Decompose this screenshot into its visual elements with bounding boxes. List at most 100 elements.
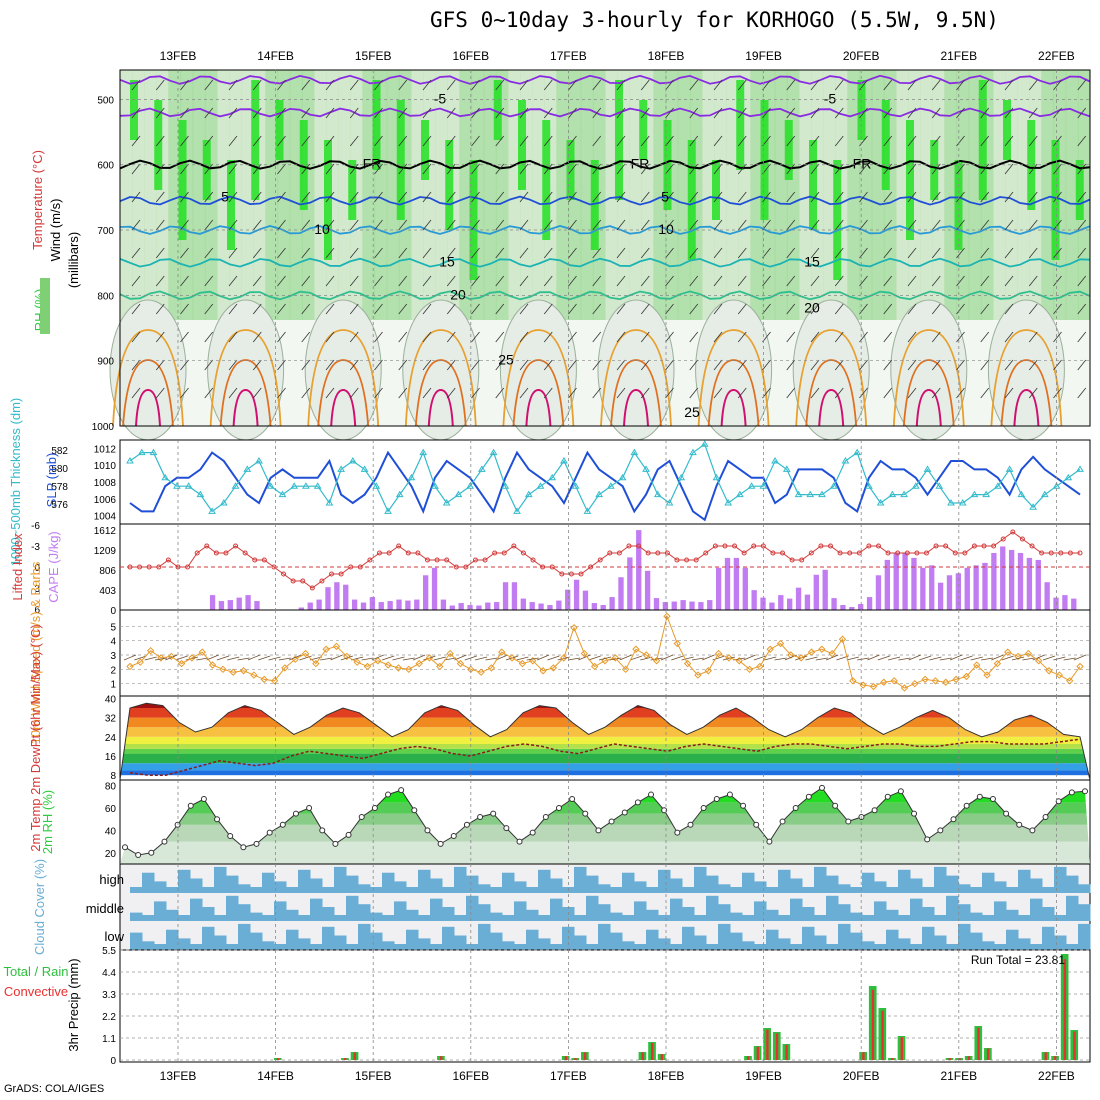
rh-point (726, 791, 733, 798)
precip-conv-bar (766, 1029, 769, 1060)
wind-barb (495, 303, 505, 315)
wind-barb (495, 191, 505, 203)
wind-barb (155, 247, 165, 259)
rh-high-field (251, 80, 260, 200)
cape-label: CAPE (J/kg) (46, 531, 61, 603)
rh-point (306, 805, 313, 811)
wind-barb (180, 303, 189, 315)
wind-point (436, 662, 444, 671)
wind-barb (689, 303, 699, 315)
cloud-bar (814, 915, 827, 921)
wind-barb (519, 359, 529, 371)
wind-barb (131, 163, 141, 175)
wind-barb (616, 107, 626, 119)
wind-barb (616, 303, 626, 315)
rh-field (714, 70, 727, 320)
cape-tick: 1612 (94, 526, 117, 537)
wind-barb (519, 191, 529, 203)
li-tick: -3 (31, 542, 40, 553)
wind-barb (446, 359, 456, 371)
rh-point (122, 844, 128, 851)
lifted-index-point (204, 543, 210, 549)
wind-barb (689, 135, 699, 147)
rh-band (120, 841, 1090, 864)
lifted-index-point (741, 550, 747, 556)
wind-point (952, 675, 960, 684)
cape-bar (494, 602, 500, 610)
slp-panel-frame (119, 439, 1091, 525)
wind-point (900, 684, 909, 692)
wind-barb (204, 331, 214, 343)
wind-barb-surface (185, 656, 199, 661)
rh-point (319, 827, 326, 834)
cloud-bar (178, 915, 191, 921)
wind-barb (956, 331, 965, 343)
cloud-bar (202, 887, 215, 893)
dry-column (695, 299, 773, 441)
wind-barb (301, 135, 311, 147)
cloud-bar (1018, 915, 1031, 921)
wind-barb (471, 303, 480, 315)
wind-barb (277, 219, 286, 231)
wind-barb (543, 135, 553, 147)
precip-conv-bar (1054, 1056, 1057, 1060)
wind-barb (640, 387, 650, 399)
wind-point (146, 646, 155, 655)
wind-barb (883, 387, 893, 399)
wind-point (126, 662, 134, 671)
wind-barb (1077, 107, 1087, 119)
wind-barb (301, 247, 311, 259)
wind-point (642, 651, 651, 659)
cloud-bar (322, 926, 335, 950)
wind-barb (325, 387, 335, 399)
wind-barb (665, 359, 674, 371)
rh-high-field (518, 100, 526, 190)
cloud-bar (994, 944, 1007, 950)
isotherm-30 (1000, 359, 1053, 427)
rh-field (568, 70, 582, 320)
wind-barb (543, 219, 553, 231)
wind-barb (349, 275, 359, 287)
thickness-tick: 580 (51, 464, 68, 475)
wind-barb (471, 163, 480, 175)
wind-tick: 4 (110, 637, 116, 648)
thickness-marker (853, 448, 862, 456)
wind-barb (665, 163, 674, 175)
thickness-marker (384, 507, 392, 514)
wind-barb-surface (629, 655, 643, 661)
temp-tick: 40 (105, 694, 117, 705)
cloud-bar (922, 926, 935, 950)
date-label-top: 19FEB (745, 49, 782, 63)
lifted-index-point (1029, 543, 1035, 549)
precip-conv-bar (890, 1058, 894, 1060)
thickness-marker (266, 482, 275, 489)
wind-barb (252, 359, 262, 371)
rh-point (253, 840, 260, 847)
cloud-bar (214, 866, 227, 893)
date-label-bottom: 22FEB (1038, 1069, 1075, 1083)
rh-high-field (712, 160, 720, 220)
cape-bar (680, 600, 686, 610)
rh-point (595, 827, 602, 834)
pressure-tick: 900 (97, 357, 114, 368)
wind-barb (374, 331, 383, 343)
rh-point (753, 821, 760, 828)
rh-field (993, 70, 1006, 320)
wind-barb (155, 163, 165, 175)
pressure-tick: 600 (97, 161, 114, 172)
contour-label: 10 (658, 221, 674, 237)
cloud-bar (754, 944, 767, 950)
wind-barb (446, 219, 456, 231)
wind-barb (592, 303, 602, 315)
wind-barb (277, 359, 286, 371)
rh-field (120, 70, 133, 320)
cape-bar (334, 582, 340, 610)
cape-bar (591, 603, 598, 610)
cloud-bar (382, 872, 395, 893)
isotherm-35 (720, 388, 747, 427)
pressure-tick: 1000 (92, 422, 115, 433)
wind-barb (689, 163, 699, 175)
wind-barb (713, 303, 723, 315)
cloud-bar (862, 915, 875, 921)
wind-barb-surface (516, 656, 529, 661)
